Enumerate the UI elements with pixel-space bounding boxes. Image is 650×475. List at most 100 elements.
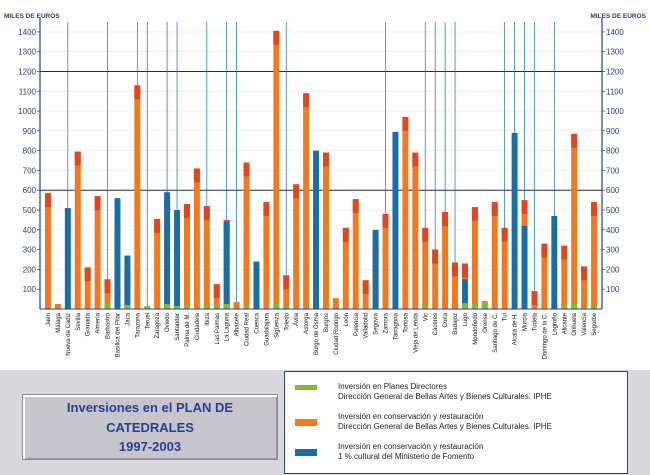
legend-swatch-iphe — [295, 419, 317, 426]
bar-iphe-top — [452, 262, 459, 277]
bar-iphe-top — [134, 85, 141, 100]
bar-iphe-top — [531, 291, 538, 306]
y-tick-label-left: 800 — [23, 147, 37, 156]
y-tick-label-left: 200 — [23, 265, 37, 274]
x-category-label: Valladolid — [364, 313, 370, 339]
bar-iphe — [104, 279, 111, 309]
bar-iphe — [283, 275, 290, 309]
bar-iphe-top — [203, 206, 210, 220]
x-category-label: Barbastro — [106, 312, 112, 339]
bar-iphe-top — [303, 93, 310, 108]
bar-iphe-top — [362, 280, 369, 295]
bar-planes — [213, 305, 220, 309]
bar-planes — [273, 304, 280, 309]
bar-iphe — [54, 304, 61, 309]
y-tick-label-left: 1400 — [18, 28, 36, 37]
x-category-label: Palma de M. — [185, 313, 191, 347]
bar-iphe — [501, 227, 508, 309]
legend-line-2: 1 % cultural del Ministerio de Fomento — [338, 452, 475, 461]
bar-planes — [581, 307, 588, 309]
bar-fomento — [461, 279, 468, 309]
bar-iphe — [561, 245, 568, 309]
bar-iphe — [541, 243, 548, 309]
y-tick-label-left: 700 — [23, 166, 37, 175]
y-tick-label-left: 100 — [23, 285, 37, 294]
bar-iphe — [154, 218, 161, 309]
bar-iphe — [203, 206, 210, 309]
x-category-label: Orense — [483, 312, 489, 332]
bar-fomento — [223, 221, 230, 309]
bar-iphe — [94, 196, 101, 309]
x-category-label: Murcia — [523, 312, 529, 331]
x-category-label: La Laguna — [225, 312, 231, 341]
bar-fomento — [551, 215, 558, 309]
bar-iphe — [193, 168, 200, 309]
x-category-label: Sigüenza — [274, 312, 280, 338]
bar-iphe — [183, 204, 190, 309]
x-category-label: Segorbe — [592, 312, 598, 335]
bar-iphe — [471, 207, 478, 309]
y-tick-label-left: 1000 — [18, 107, 36, 116]
bar-iphe-top — [382, 213, 389, 228]
labels-layer: 100 100 200 200 300 300 400 400 500 500 600 600 700 7… — [18, 28, 624, 359]
title-years: 1997-2003 — [118, 439, 182, 454]
bar-iphe — [362, 280, 369, 309]
x-category-label: Burgos — [324, 313, 330, 332]
bar-iphe-top — [561, 245, 568, 260]
bar-iphe — [591, 202, 598, 309]
x-category-label: Coria — [443, 312, 449, 327]
bar-planes — [461, 303, 468, 309]
bar-iphe-top — [471, 207, 478, 221]
y-tick-label-right: 200 — [606, 265, 620, 274]
x-category-label: Zaragoza — [155, 312, 161, 338]
bar-iphe-top — [521, 200, 528, 214]
x-category-label: Toledo — [284, 312, 290, 330]
legend-swatch-fomento — [295, 449, 317, 456]
bar-fomento — [372, 229, 379, 309]
investment-bar-chart: 100 100 200 200 300 300 400 400 500 500 600 600 700 7… — [4, 13, 647, 360]
y-tick-label-right: 1000 — [606, 107, 624, 116]
x-category-label: Vieja de Lérida — [413, 312, 419, 353]
bars-layer — [44, 30, 598, 310]
y-tick-label-right: 300 — [606, 246, 620, 255]
bar-fomento — [313, 150, 320, 309]
bar-planes — [144, 306, 151, 309]
bar-iphe-top — [154, 218, 161, 233]
bar-planes — [283, 306, 290, 309]
x-category-label: Granada — [86, 312, 92, 336]
bar-iphe-top — [293, 184, 300, 199]
bar-iphe-top — [44, 193, 51, 208]
bar-planes — [203, 306, 210, 309]
x-category-label: Cáceres — [433, 313, 439, 335]
bar-fomento — [124, 255, 131, 309]
y-tick-label-right: 600 — [606, 186, 620, 195]
bar-iphe-top — [461, 263, 468, 278]
x-category-label: Tarazona — [135, 312, 141, 337]
legend-label: Inversión en conservación y restauración… — [338, 442, 483, 462]
bar-iphe — [74, 151, 81, 309]
bar-iphe-top — [243, 162, 250, 177]
x-category-label: Ibiza — [205, 312, 211, 325]
x-category-label: Burgo de Osma — [314, 312, 320, 355]
bar-iphe-top — [432, 249, 439, 264]
bar-iphe-top — [571, 133, 578, 148]
x-category-label: Lugo — [463, 312, 469, 326]
bar-iphe — [382, 213, 389, 309]
bar-iphe — [412, 152, 419, 309]
legend-line-1: Inversión en conservación y restauración — [338, 412, 484, 421]
x-category-label: Tortosa — [403, 312, 409, 332]
y-tick-label-right: 1300 — [606, 48, 624, 57]
chart-title-box: Inversiones en el PLAN DE CATEDRALES 199… — [22, 394, 278, 460]
bar-iphe-top — [74, 151, 81, 166]
x-category-label: Vic — [423, 313, 429, 321]
bar-iphe-top — [183, 204, 190, 218]
bar-iphe — [571, 133, 578, 309]
bar-fomento — [114, 198, 121, 309]
bar-iphe — [352, 199, 359, 309]
x-category-label: Guadalajara — [264, 312, 270, 345]
bar-iphe — [402, 117, 409, 309]
x-category-label: Zamora — [384, 312, 390, 333]
bar-iphe-top — [273, 30, 280, 45]
bar-iphe — [303, 93, 310, 309]
bar-planes — [481, 303, 488, 309]
